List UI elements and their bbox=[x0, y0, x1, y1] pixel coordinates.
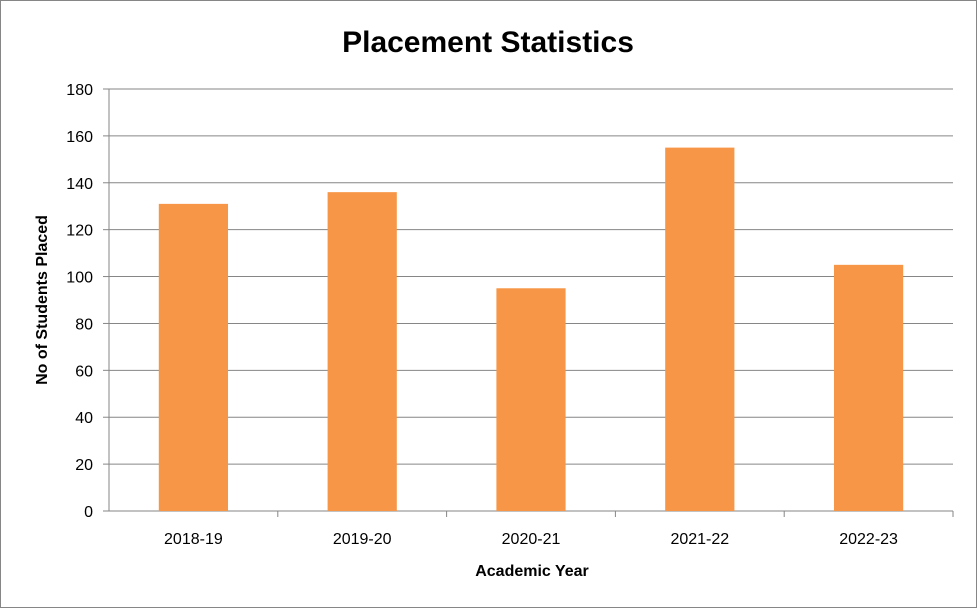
x-tick-label: 2019-20 bbox=[333, 531, 392, 548]
x-tick-label: 2020-21 bbox=[502, 531, 561, 548]
y-tick-label: 80 bbox=[75, 316, 93, 333]
bar-2019-20 bbox=[327, 192, 397, 511]
y-tick-label: 0 bbox=[84, 504, 93, 521]
x-tick-label: 2018-19 bbox=[164, 531, 223, 548]
bar-2021-22 bbox=[665, 147, 735, 511]
bar-2020-21 bbox=[496, 288, 566, 511]
y-tick-label: 20 bbox=[75, 457, 93, 474]
x-tick-label: 2021-22 bbox=[670, 531, 729, 548]
x-axis-label: Academic Year bbox=[475, 563, 589, 580]
y-tick-label: 60 bbox=[75, 363, 93, 380]
bar-2018-19 bbox=[158, 203, 229, 511]
y-tick-label: 140 bbox=[66, 176, 93, 193]
y-tick-label: 180 bbox=[66, 82, 93, 99]
y-tick-label: 40 bbox=[75, 410, 93, 427]
bars bbox=[158, 147, 904, 511]
bar-2022-23 bbox=[833, 264, 904, 511]
y-tick-label: 100 bbox=[66, 270, 93, 287]
y-tick-label: 120 bbox=[66, 223, 93, 240]
y-axis-label: No of Students Placed bbox=[34, 215, 51, 385]
x-tick-label: 2022-23 bbox=[839, 531, 898, 548]
chart-title: Placement Statistics bbox=[342, 26, 634, 59]
x-axis-ticks: 2018-19 2019-20 2020-21 2021-22 2022-23 bbox=[164, 531, 898, 548]
y-tick-label: 160 bbox=[66, 129, 93, 146]
y-axis-ticks: 0 20 40 60 80 100 120 140 160 180 bbox=[66, 82, 93, 521]
